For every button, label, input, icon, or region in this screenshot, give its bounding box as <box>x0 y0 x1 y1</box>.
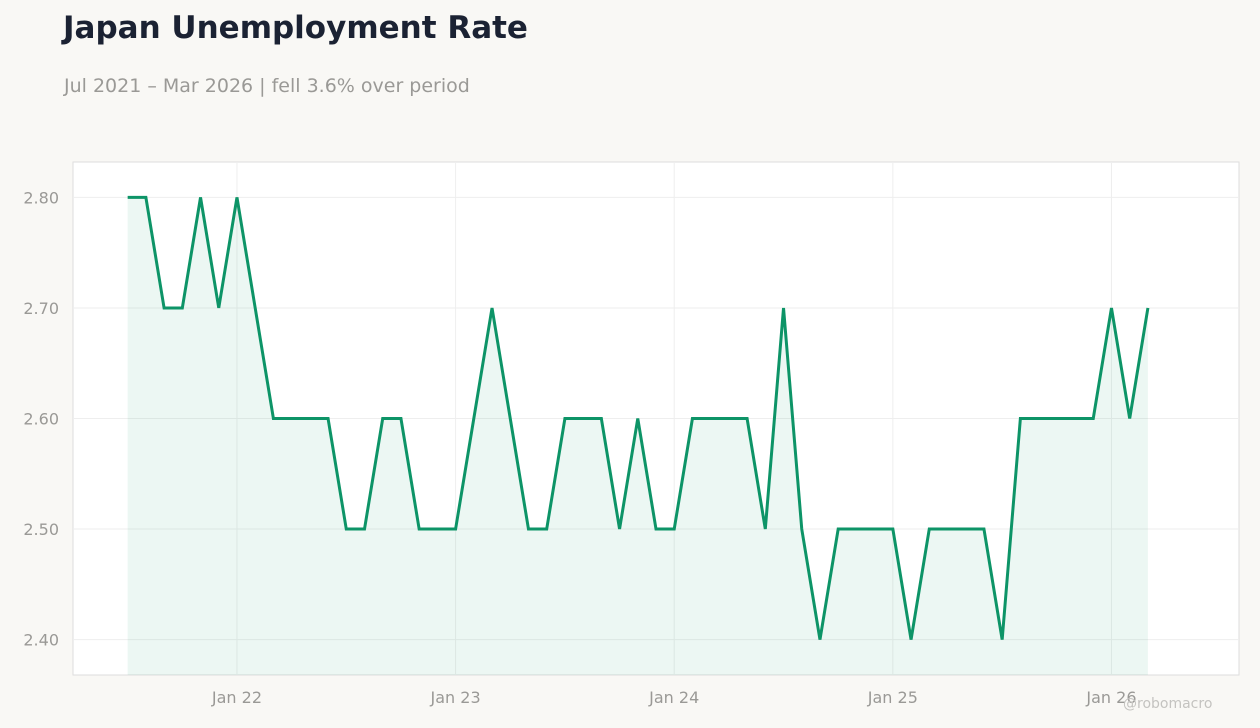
series-area <box>127 197 1148 675</box>
y-tick-label: 2.70 <box>23 299 59 318</box>
watermark: @robomacro <box>1123 696 1213 712</box>
y-tick-label: 2.80 <box>23 188 59 207</box>
page-title: Japan Unemployment Rate <box>63 10 528 46</box>
area-layer <box>127 197 1148 675</box>
x-tick-label: Jan 23 <box>430 688 481 707</box>
grid <box>73 162 1239 675</box>
x-axis: Jan 22 Jan 23 Jan 24 Jan 25 Jan 26 <box>211 688 1137 707</box>
x-tick-label: Jan 25 <box>867 688 918 707</box>
y-tick-label: 2.60 <box>23 410 59 429</box>
x-tick-label: Jan 22 <box>211 688 262 707</box>
x-tick-label: Jan 24 <box>648 688 699 707</box>
page-subtitle: Jul 2021 – Mar 2026 | fell 3.6% over per… <box>64 75 470 97</box>
y-axis: 2.40 2.50 2.60 2.70 2.80 <box>23 188 59 649</box>
y-tick-label: 2.40 <box>23 631 59 650</box>
x-tick-label: Jan 26 <box>1085 688 1136 707</box>
line-layer <box>127 195 1150 640</box>
y-tick-label: 2.50 <box>23 520 59 539</box>
series-line <box>127 195 1150 640</box>
